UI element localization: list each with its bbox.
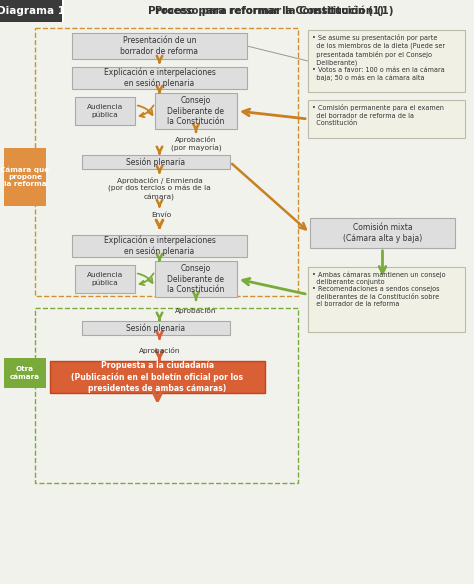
Text: Aprobación / Enmienda
(por dos tercios o más de la
cámara): Aprobación / Enmienda (por dos tercios o… bbox=[108, 177, 211, 201]
Bar bbox=[0, 0, 474, 22]
Text: Otra
cámara: Otra cámara bbox=[10, 366, 40, 380]
Bar bbox=[62, 0, 64, 22]
Bar bbox=[72, 33, 247, 59]
Text: Proceso para reformar la Constitución (1): Proceso para reformar la Constitución (1… bbox=[148, 6, 394, 16]
Bar bbox=[72, 235, 247, 257]
Bar bbox=[75, 97, 135, 125]
Text: • Ambas cámaras mantienen un consejo
  deliberante conjunto
• Recomendaciones a : • Ambas cámaras mantienen un consejo del… bbox=[312, 271, 446, 308]
Bar bbox=[155, 261, 237, 297]
Text: Explicación e interpelaciones
en sesión plenaria: Explicación e interpelaciones en sesión … bbox=[103, 68, 216, 88]
Text: Envío: Envío bbox=[152, 212, 172, 218]
Text: Audiencia
pública: Audiencia pública bbox=[87, 272, 123, 286]
Text: Cámara que
propone
la reforma: Cámara que propone la reforma bbox=[0, 166, 50, 187]
Bar bbox=[310, 218, 455, 248]
Text: • Comisión permanente para el examen
  del borrador de reforma de la
  Constituc: • Comisión permanente para el examen del… bbox=[312, 104, 444, 126]
Text: Presentación de un
borrador de reforma: Presentación de un borrador de reforma bbox=[120, 36, 199, 56]
Text: Comisión mixta
(Cámara alta y baja): Comisión mixta (Cámara alta y baja) bbox=[343, 223, 422, 243]
Bar bbox=[82, 155, 230, 169]
Text: Consejo
Deliberante de
la Constitución: Consejo Deliberante de la Constitución bbox=[167, 264, 225, 294]
Text: Audiencia
pública: Audiencia pública bbox=[87, 104, 123, 118]
Bar bbox=[308, 267, 465, 332]
Text: Aprobación: Aprobación bbox=[175, 308, 217, 315]
Bar bbox=[64, 0, 474, 22]
Bar bbox=[82, 321, 230, 335]
Text: • Se asume su presentación por parte
  de los miembros de la dieta (Puede ser
  : • Se asume su presentación por parte de … bbox=[312, 34, 445, 81]
Text: Aprobación: Aprobación bbox=[139, 347, 180, 354]
Bar bbox=[4, 358, 46, 388]
Bar bbox=[0, 0, 62, 22]
Text: Proceso para reformar la Constitución (1): Proceso para reformar la Constitución (1… bbox=[155, 6, 383, 16]
Bar bbox=[155, 93, 237, 129]
Bar bbox=[72, 67, 247, 89]
Bar bbox=[35, 28, 298, 296]
Text: Explicación e interpelaciones
en sesión plenaria: Explicación e interpelaciones en sesión … bbox=[103, 235, 216, 256]
Text: Diagrama 1: Diagrama 1 bbox=[0, 6, 65, 16]
Text: Propuesta a la ciudadanía
(Publicación en el boletín oficial por los
presidentes: Propuesta a la ciudadanía (Publicación e… bbox=[72, 361, 244, 392]
Text: Sesión plenaria: Sesión plenaria bbox=[127, 324, 185, 333]
Text: Sesión plenaria: Sesión plenaria bbox=[127, 157, 185, 167]
Bar bbox=[4, 148, 46, 206]
Text: Aprobación
(por mayoría): Aprobación (por mayoría) bbox=[171, 136, 221, 152]
Bar bbox=[35, 308, 298, 483]
Bar bbox=[308, 100, 465, 138]
Bar bbox=[75, 265, 135, 293]
Bar bbox=[50, 361, 265, 393]
Bar bbox=[308, 30, 465, 92]
Text: Consejo
Deliberante de
la Constitución: Consejo Deliberante de la Constitución bbox=[167, 96, 225, 126]
